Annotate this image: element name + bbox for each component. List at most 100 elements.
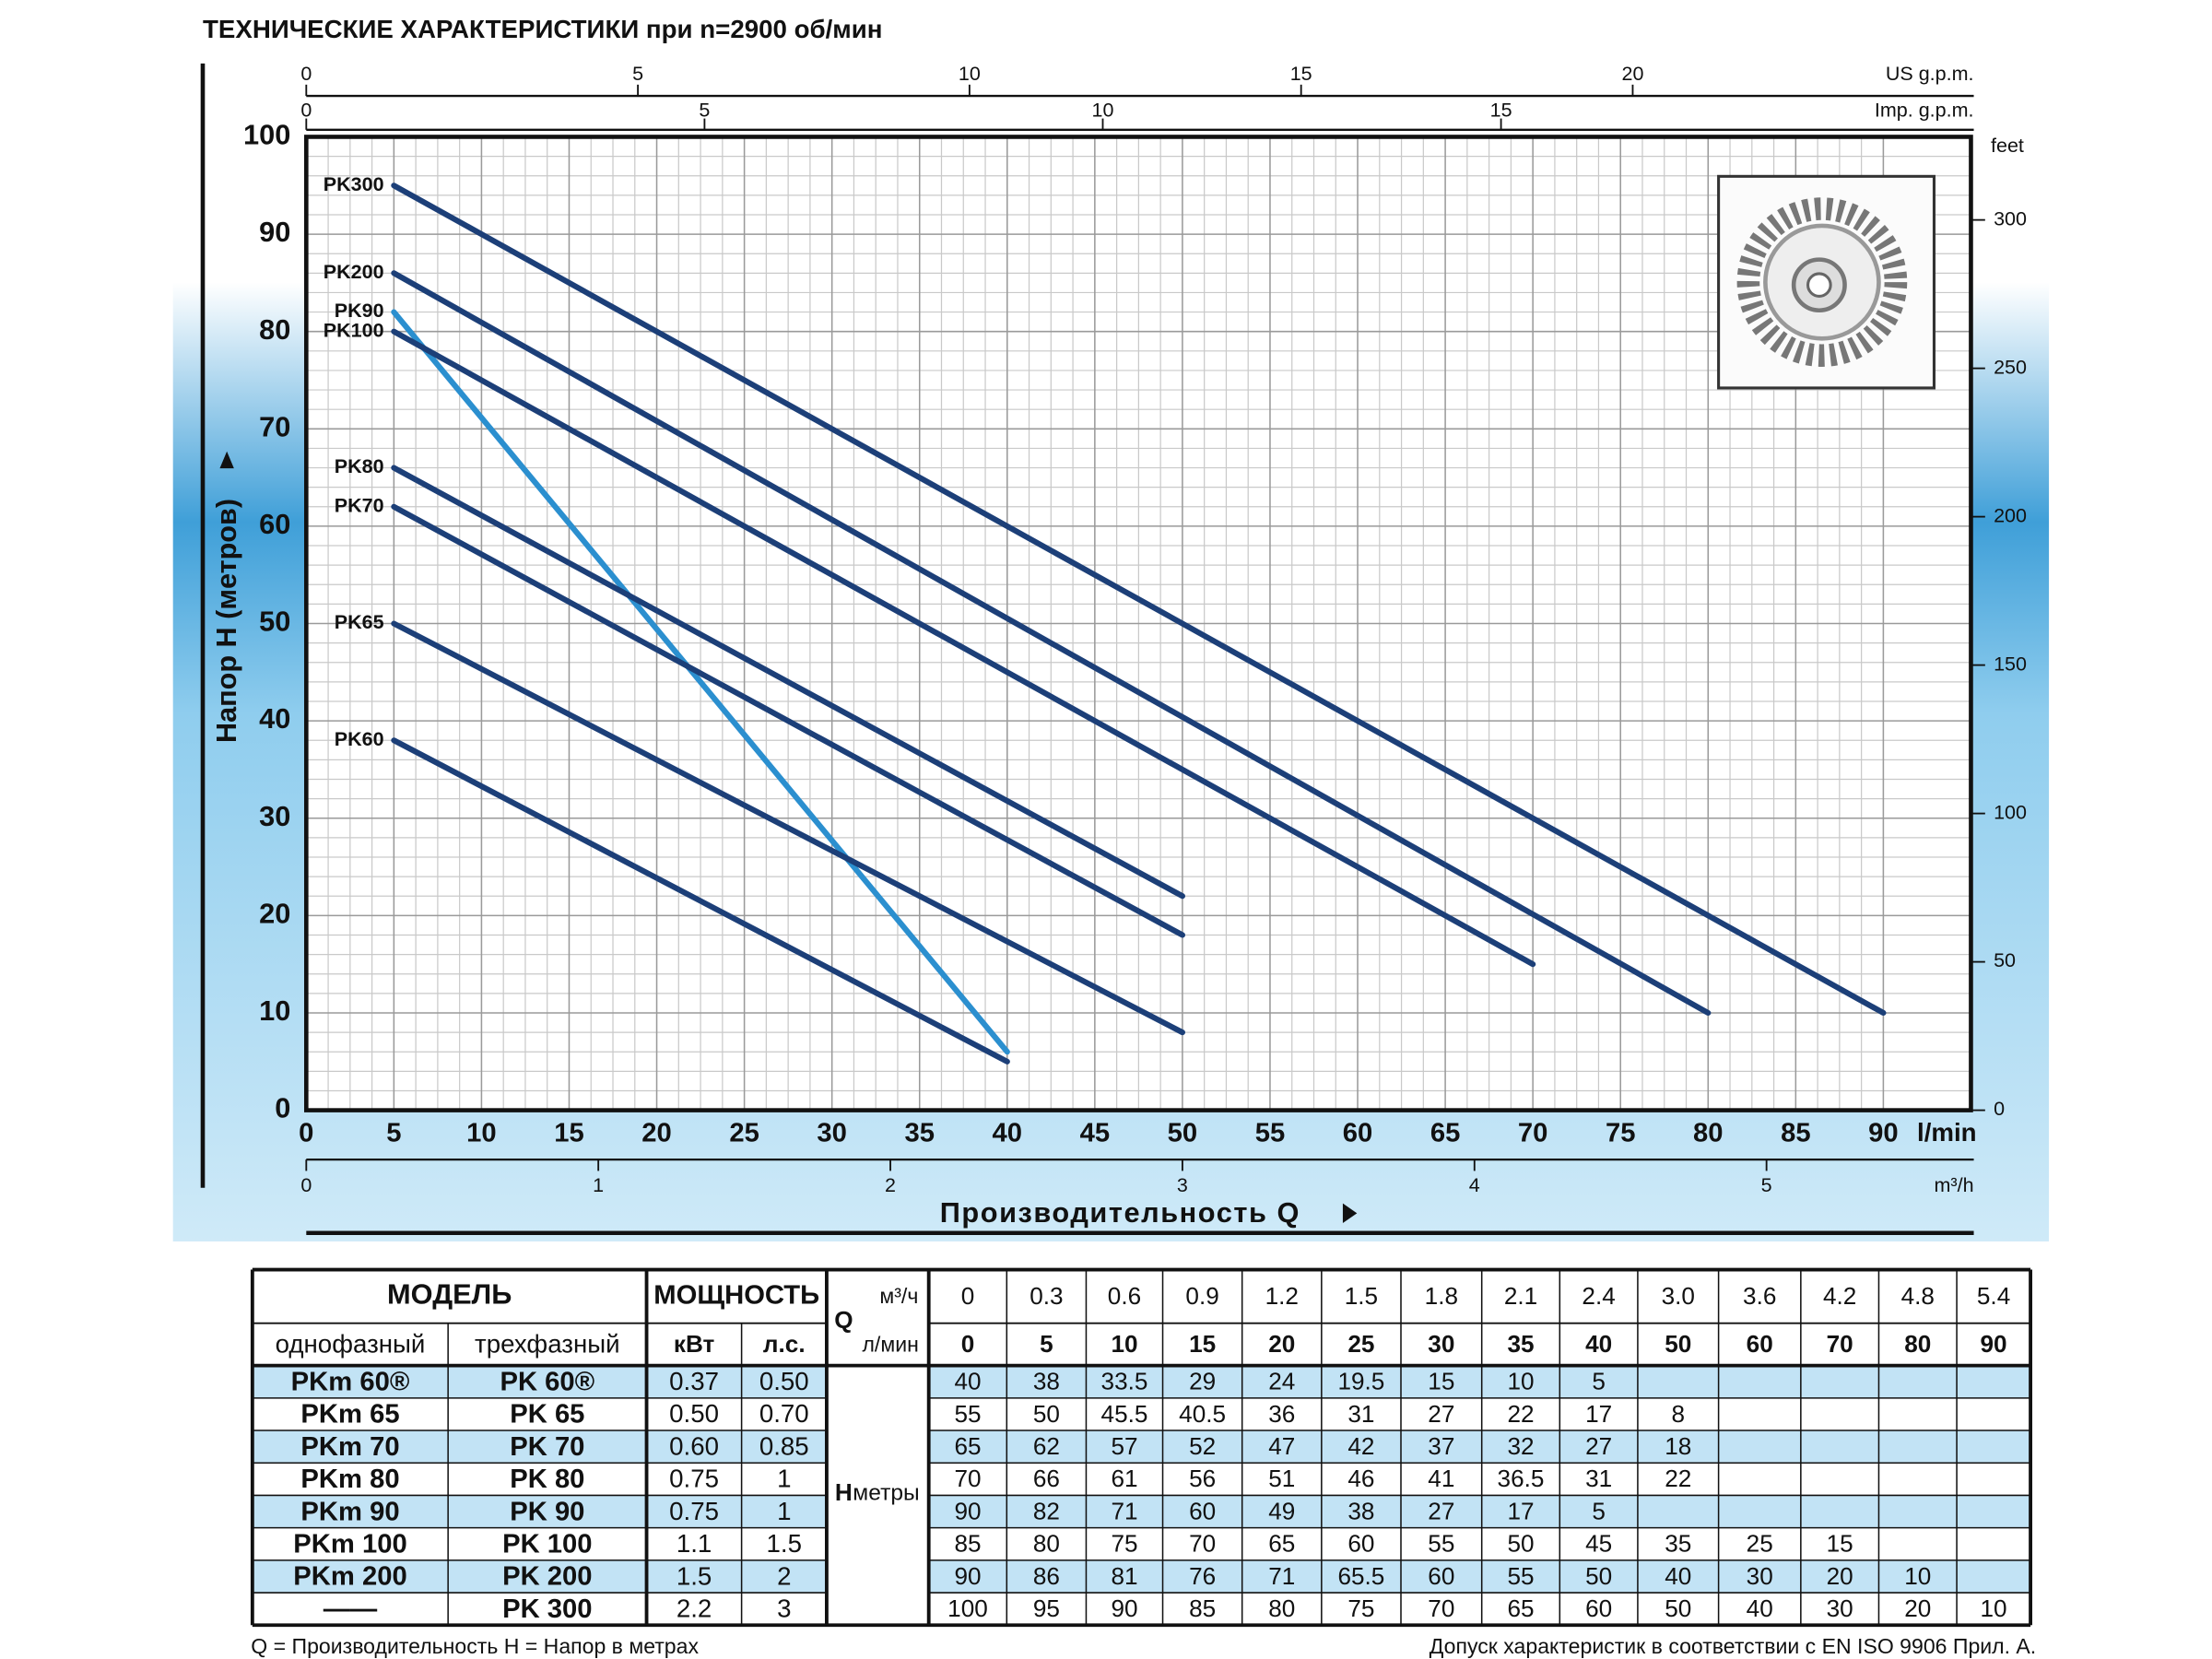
x-arrow: [1342, 1203, 1358, 1224]
head-cell: 25: [1747, 1530, 1773, 1558]
y-arrow: [219, 451, 234, 469]
row-shade: [928, 1430, 2031, 1464]
head-cell: 76: [1189, 1562, 1216, 1590]
row-shade: [252, 1495, 827, 1528]
head-cell: 10: [1981, 1594, 2007, 1622]
curve-label: PK90: [335, 300, 384, 322]
x-axis-label: Производительность Q: [940, 1196, 1300, 1229]
header-cell: 0.9: [1185, 1282, 1218, 1310]
secondary-tick-label: 0: [1994, 1098, 2005, 1120]
header-cell: МОЩНОСТЬ: [653, 1280, 819, 1310]
head-cell: 65: [954, 1432, 981, 1460]
model-cell: PKm 80: [300, 1465, 399, 1494]
secondary-tick-label: 15: [1490, 100, 1512, 122]
header-cell: 1.2: [1265, 1282, 1299, 1310]
head-cell: 70: [1189, 1530, 1216, 1558]
head-cell: 35: [1665, 1530, 1691, 1558]
x-tick-label: 90: [1868, 1118, 1899, 1147]
curve-label: PK60: [335, 728, 384, 750]
head-cell: 24: [1268, 1368, 1295, 1395]
head-cell: 38: [1347, 1498, 1374, 1525]
head-cell: 20: [1827, 1562, 1853, 1590]
secondary-axis-unit: feet: [1991, 135, 2024, 157]
secondary-tick-label: 50: [1994, 949, 2016, 971]
header-cell: 90: [1981, 1330, 2007, 1358]
head-cell: 56: [1189, 1465, 1216, 1492]
head-cell: 5: [1592, 1368, 1606, 1395]
x-tick-label: 85: [1781, 1118, 1811, 1147]
power-cell: 1: [777, 1497, 791, 1525]
row-shade: [928, 1495, 2031, 1528]
head-cell: 30: [1827, 1594, 1853, 1622]
secondary-tick-label: 0: [300, 1174, 312, 1196]
curve: [391, 465, 1185, 900]
power-cell: 1.5: [677, 1561, 712, 1590]
secondary-tick-label: 100: [1994, 801, 2027, 823]
secondary-tick-label: 15: [1290, 63, 1312, 85]
head-cell: 15: [1428, 1368, 1454, 1395]
header-cell: 0.3: [1030, 1282, 1063, 1310]
head-cell: 36: [1268, 1400, 1295, 1428]
header-cell: 5.4: [1977, 1282, 2010, 1310]
head-cell: 65: [1268, 1530, 1295, 1558]
power-cell: 2: [777, 1561, 791, 1590]
head-cell: 18: [1665, 1432, 1691, 1460]
header-cell: 4.8: [1901, 1282, 1935, 1310]
power-cell: 1.1: [677, 1529, 712, 1558]
model-cell: PKm 100: [293, 1530, 406, 1559]
head-cell: 51: [1268, 1465, 1295, 1492]
y-axis-label: Напор H (метров): [210, 499, 242, 743]
header-cell: 30: [1428, 1330, 1454, 1358]
y-tick-label: 20: [259, 898, 290, 930]
head-cell: 85: [1189, 1594, 1216, 1622]
head-cell: 32: [1507, 1432, 1534, 1460]
head-cell: 31: [1347, 1400, 1374, 1428]
head-cell: 52: [1189, 1432, 1216, 1460]
secondary-tick-label: 0: [300, 63, 312, 85]
x-tick-label: 20: [641, 1118, 672, 1147]
header-cell: м³/ч: [879, 1284, 918, 1308]
header-cell: 80: [1904, 1330, 1931, 1358]
curves: [391, 182, 1887, 1065]
x-tick-label: 30: [817, 1118, 847, 1147]
x-tick-label: 35: [904, 1118, 935, 1147]
secondary-tick-label: 150: [1994, 653, 2027, 675]
head-cell: 8: [1671, 1400, 1685, 1428]
secondary-tick-label: 10: [1092, 100, 1114, 122]
secondary-tick-label: 2: [885, 1174, 896, 1196]
table: МОДЕЛЬ МОЩНОСТЬ однофазный трехфазный кВт л.с…: [250, 1267, 2032, 1628]
head-cell: 31: [1585, 1465, 1612, 1492]
model-cell: PKm 90: [300, 1497, 399, 1526]
head-cell: 40: [1747, 1594, 1773, 1622]
header-cell: 60: [1747, 1330, 1773, 1358]
row-shade: [252, 1430, 827, 1464]
header-cell: л/мин: [862, 1332, 918, 1356]
model-cell: PKm 200: [293, 1562, 406, 1592]
head-cell: 55: [954, 1400, 981, 1428]
head-cell: 20: [1904, 1594, 1931, 1622]
head-cell: 65.5: [1337, 1562, 1384, 1590]
head-cell: 22: [1507, 1400, 1534, 1428]
head-cell: 86: [1033, 1562, 1060, 1590]
head-cell: 40: [954, 1368, 981, 1395]
head-cell: 82: [1033, 1498, 1060, 1525]
power-cell: 0.50: [669, 1399, 719, 1428]
y-tick-label: 0: [275, 1092, 290, 1124]
x-tick-label: 15: [554, 1118, 584, 1147]
model-cell: PK 90: [510, 1497, 584, 1526]
head-cell: 85: [954, 1530, 981, 1558]
secondary-axis-unit: m³/h: [1934, 1174, 1973, 1196]
x-tick-label: 70: [1518, 1118, 1548, 1147]
y-tick-label: 100: [243, 119, 290, 151]
header-cell: МОДЕЛЬ: [387, 1278, 512, 1311]
head-cell: 61: [1111, 1465, 1137, 1492]
power-cell: 0.37: [669, 1367, 719, 1395]
model-cell: PK 70: [510, 1432, 584, 1462]
secondary-tick-label: 300: [1994, 207, 2027, 229]
header-cell: 0.6: [1108, 1282, 1141, 1310]
head-cell: 80: [1268, 1594, 1295, 1622]
header-cell: л.с.: [763, 1330, 806, 1358]
head-cell: 50: [1585, 1562, 1612, 1590]
head-cell: 40: [1665, 1562, 1691, 1590]
header-cell: 40: [1585, 1330, 1612, 1358]
